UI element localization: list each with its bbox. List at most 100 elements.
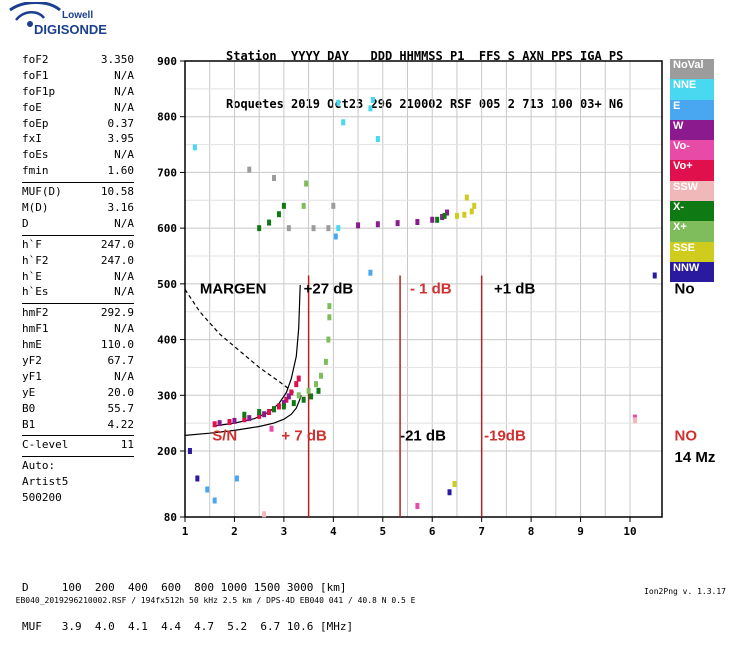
param-value: 4.22 — [107, 417, 135, 431]
echo-point — [452, 481, 457, 487]
param-name: foF1p — [22, 84, 56, 98]
echo-point — [331, 202, 336, 209]
echo-point — [336, 99, 341, 106]
snr-annotation: - 1 dB — [410, 280, 452, 297]
footer-file-info: EB040_2019296210002.RSF / 194fx512h 50 k… — [15, 596, 416, 605]
echo-point — [281, 202, 286, 209]
echo-point — [262, 411, 267, 418]
echo-point — [289, 389, 294, 396]
param-value: 10.58 — [100, 185, 134, 199]
param-value: N/A — [114, 148, 134, 162]
param-value: 292.9 — [100, 306, 134, 320]
param-value: 3.16 — [107, 201, 135, 215]
echo-point — [232, 417, 237, 424]
legend-item: NoVal — [670, 59, 714, 80]
param-value: N/A — [114, 68, 134, 82]
param-name: yE — [22, 385, 36, 399]
echo-point — [652, 272, 657, 279]
y-tick-label: 80 — [164, 511, 177, 524]
param-row: hmE 110.0 — [22, 338, 134, 354]
echo-point — [301, 396, 306, 403]
param-name: fxI — [22, 132, 42, 146]
echo-point — [294, 381, 299, 388]
echo-point — [296, 375, 301, 382]
param-separator — [22, 234, 134, 236]
param-row: foF2 3.350 — [22, 53, 134, 69]
echo-point — [341, 119, 346, 126]
o-trace-curve — [214, 284, 301, 427]
echo-point — [370, 97, 375, 103]
legend-item: E — [670, 99, 714, 120]
param-row: Artist5 — [22, 475, 134, 491]
echo-point — [267, 219, 272, 226]
snr-annotation: + 7 dB — [281, 427, 327, 444]
legend-item: NNW — [670, 261, 714, 283]
polarization-legend: NoVal NNE E W Vo- Vo+ SSW X- X+ SSE NNW — [670, 59, 714, 283]
x-tick-label: 2 — [231, 525, 238, 538]
param-name: Artist5 — [22, 475, 69, 489]
echo-point — [469, 208, 474, 215]
param-value: N/A — [114, 369, 134, 383]
param-value: 0.37 — [107, 116, 135, 130]
echo-point — [286, 393, 291, 400]
param-name: 500200 — [22, 491, 62, 505]
snr-annotation: MARGEN — [200, 280, 267, 297]
echo-point — [296, 392, 301, 399]
param-value: 247.0 — [100, 253, 134, 267]
profile-curve — [184, 395, 302, 436]
echo-point — [375, 136, 380, 142]
param-row: B0 55.7 — [22, 402, 134, 418]
echo-point — [472, 202, 477, 209]
param-separator — [22, 303, 134, 305]
param-name: foEs — [22, 148, 49, 162]
echo-point — [454, 212, 459, 219]
param-value: 3.95 — [107, 132, 135, 146]
echo-point — [368, 269, 373, 276]
param-row: hmF1 N/A — [22, 322, 134, 338]
param-value: 55.7 — [107, 401, 135, 415]
y-tick-label: 500 — [157, 278, 177, 291]
x-tick-label: 10 — [623, 525, 636, 538]
echo-point — [276, 211, 281, 218]
echo-point — [195, 475, 200, 482]
echo-point — [276, 403, 281, 410]
echo-point — [262, 511, 267, 518]
param-name: fmin — [22, 164, 49, 178]
echo-point — [267, 409, 272, 415]
param-name: h`F2 — [22, 253, 49, 267]
param-separator — [22, 435, 134, 437]
param-name: h`Es — [22, 285, 49, 299]
param-name: B1 — [22, 417, 36, 431]
param-row: fmin 1.60 — [22, 164, 134, 180]
echo-point — [464, 194, 469, 201]
echo-point — [291, 400, 296, 407]
legend-item: SSW — [670, 180, 714, 202]
param-row: foE N/A — [22, 101, 134, 117]
echo-point — [440, 214, 445, 220]
param-row: foF1 N/A — [22, 69, 134, 85]
snr-annotation: -19dB — [484, 427, 526, 444]
param-row: MUF(D) 10.58 — [22, 185, 134, 201]
echo-point — [318, 372, 323, 379]
echo-point — [309, 393, 314, 400]
param-row: C-level 11 — [22, 438, 134, 454]
snr-annotation: -21 dB — [400, 427, 446, 444]
echo-point — [306, 387, 311, 394]
echo-point — [242, 411, 247, 418]
param-row: h`E N/A — [22, 270, 134, 286]
param-name: MUF(D) — [22, 185, 62, 199]
y-tick-label: 900 — [157, 55, 177, 68]
echo-point — [336, 225, 341, 232]
snr-annotation: +27 dB — [304, 280, 354, 297]
echo-point — [415, 219, 420, 226]
param-value: 3.350 — [100, 53, 134, 66]
legend-item: W — [670, 119, 714, 141]
echo-point — [257, 225, 262, 232]
echo-point — [272, 406, 276, 413]
muf-row: MUF 3.9 4.0 4.1 4.4 4.7 5.2 6.7 10.6 [MH… — [22, 620, 354, 633]
ionogram-chart: 1 2 3 4 5 6 7 8 9 10 80 200 300 400 500 600 700 800 900 MAR… — [157, 55, 715, 538]
legend-item: Vo- — [670, 140, 714, 161]
echo-point — [375, 221, 380, 228]
header-values: Roquetes 2019 Oct23 296 210002 RSF 005 2… — [226, 97, 624, 111]
x-tick-label: 9 — [577, 525, 584, 538]
